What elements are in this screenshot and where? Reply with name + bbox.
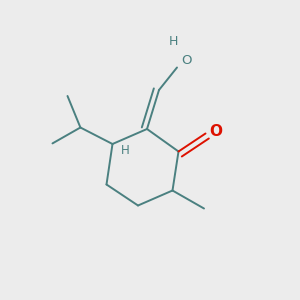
Text: O: O xyxy=(181,53,191,67)
Text: H: H xyxy=(168,35,178,48)
Text: H: H xyxy=(121,144,130,157)
Text: O: O xyxy=(209,124,222,139)
